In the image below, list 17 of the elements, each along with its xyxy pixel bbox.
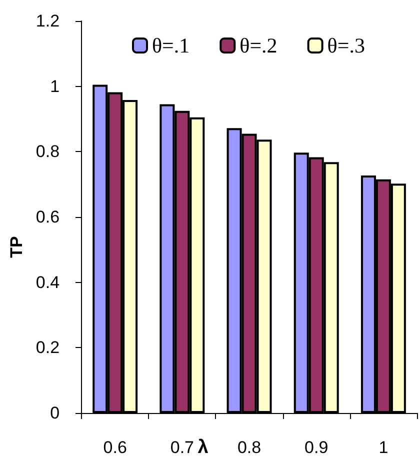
y-tick-label: 0.6 (36, 208, 60, 226)
x-tick-label: 0.9 (304, 438, 328, 457)
x-tick-label: 0.7 (170, 438, 194, 457)
legend-label: θ=.3 (327, 34, 365, 58)
y-tick-label: 0.4 (36, 272, 60, 292)
y-tick-label: 0.8 (36, 142, 60, 162)
legend-label: θ=.1 (152, 34, 190, 58)
x-axis-title: λ (198, 437, 209, 458)
y-tick-label: 1.2 (36, 12, 60, 30)
y-axis-title: TP (7, 236, 26, 258)
x-tick-label: 0.8 (237, 438, 262, 457)
y-tick-label: 0 (50, 404, 60, 422)
legend-label: θ=.2 (240, 34, 278, 58)
x-tick-label: 0.6 (103, 438, 127, 457)
y-tick-label: 1 (50, 76, 60, 96)
y-tick-label: 0.2 (36, 338, 60, 358)
x-tick-label: 1 (378, 438, 388, 457)
